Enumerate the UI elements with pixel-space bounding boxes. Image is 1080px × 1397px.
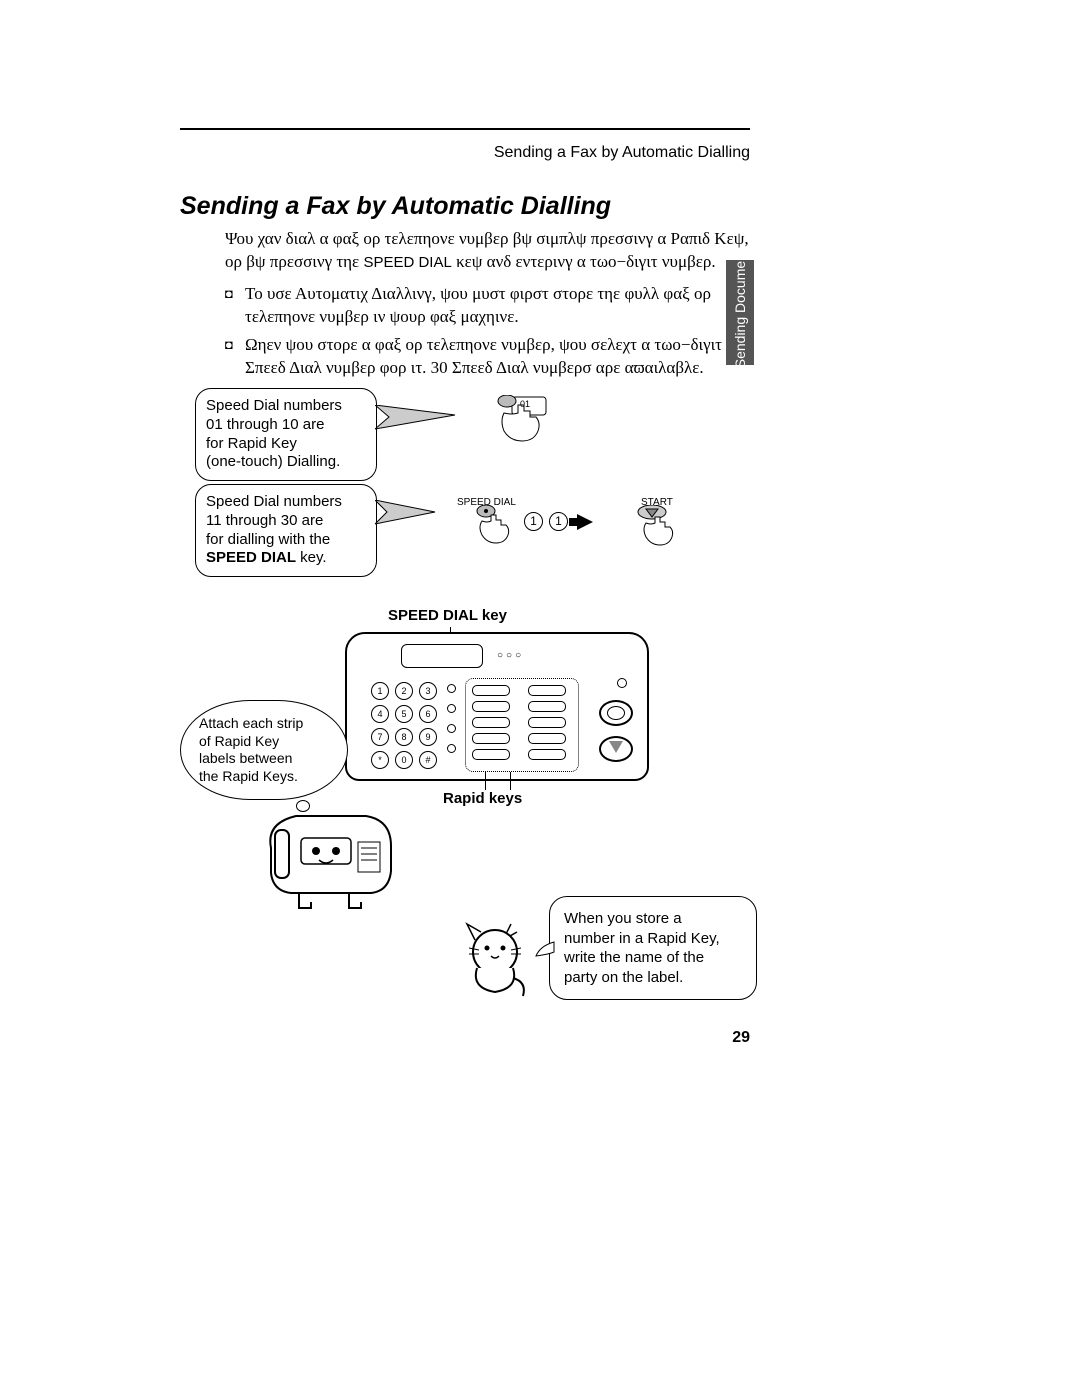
callout2-l1: Speed Dial numbers	[206, 493, 342, 510]
page-number: 29	[732, 1029, 750, 1047]
intro-paragraph: Ψου χαν διαλ α φαξ ορ τελεπηονε νυμβερ β…	[225, 228, 755, 274]
key-1[interactable]: 1	[371, 682, 389, 700]
side-dots-icon	[447, 684, 456, 753]
speed-dial-key-label: SPEED DIAL key	[388, 607, 507, 624]
small-round-btn[interactable]	[617, 678, 627, 688]
rapid-key[interactable]	[528, 717, 566, 728]
rapid-key[interactable]	[472, 749, 510, 760]
cat-mascot-icon	[455, 918, 545, 1013]
bullet-marker: ◘	[225, 336, 233, 354]
bullet-marker: ◘	[225, 285, 233, 303]
key-3[interactable]: 3	[419, 682, 437, 700]
callout-rapid-range: Speed Dial numbers 01 through 10 are for…	[195, 388, 377, 481]
key-7[interactable]: 7	[371, 728, 389, 746]
speech-tail-icon	[534, 940, 556, 960]
key-4[interactable]: 4	[371, 705, 389, 723]
fax-lcd-icon	[401, 644, 483, 668]
start-big-btn[interactable]	[599, 736, 633, 762]
intro-bold: SPEED DIAL	[363, 254, 451, 271]
callout3-l3: labels between	[199, 750, 292, 766]
display-01: 01	[520, 399, 530, 409]
rapid-key[interactable]	[528, 733, 566, 744]
callout-attach-strip: Attach each strip of Rapid Key labels be…	[180, 700, 348, 800]
leader-line	[485, 772, 486, 790]
rapid-key[interactable]	[472, 685, 510, 696]
indicator-dots-icon: ○○○	[497, 650, 524, 661]
pointer-icon	[375, 405, 470, 435]
callout-speeddial-range: Speed Dial numbers 11 through 30 are for…	[195, 484, 377, 577]
digit-circle-1b: 1	[549, 512, 568, 531]
key-5[interactable]: 5	[395, 705, 413, 723]
callout1-l4: (one-touch) Dialling.	[206, 453, 340, 470]
callout3-l1: Attach each strip	[199, 715, 303, 731]
key-2[interactable]: 2	[395, 682, 413, 700]
key-0[interactable]: 0	[395, 751, 413, 769]
pointer-icon	[375, 500, 445, 530]
key-star[interactable]: *	[371, 751, 389, 769]
bullet-1-text: Το υσε Αυτοματιχ Διαλλινγ, ψου μυστ φιρσ…	[245, 283, 755, 329]
callout4-l2: number in a Rapid Key,	[564, 930, 720, 947]
callout4-l1: When you store a	[564, 910, 682, 927]
header-rule	[180, 128, 750, 130]
callout3-l4: the Rapid Keys.	[199, 768, 298, 784]
callout4-l3: write the name of the	[564, 949, 704, 966]
callout1-l2: 01 through 10 are	[206, 416, 324, 433]
rapid-key[interactable]	[472, 733, 510, 744]
key-6[interactable]: 6	[419, 705, 437, 723]
keypad: 1 2 3 4 5 6 7 8 9 * 0 #	[371, 682, 437, 774]
key-9[interactable]: 9	[419, 728, 437, 746]
arrow-right-icon	[577, 513, 593, 531]
callout4-l4: party on the label.	[564, 969, 683, 986]
callout2-l3: for dialling with the	[206, 531, 330, 548]
running-head: Sending a Fax by Automatic Dialling	[180, 144, 750, 162]
rapid-keys-area	[465, 678, 579, 772]
rapid-key[interactable]	[472, 701, 510, 712]
rapid-key[interactable]	[528, 701, 566, 712]
key-hash[interactable]: #	[419, 751, 437, 769]
callout2-l2: 11 through 30 are	[206, 512, 323, 529]
rapid-keys-label: Rapid keys	[443, 790, 522, 807]
callout1-l1: Speed Dial numbers	[206, 397, 342, 414]
callout-write-name: When you store a number in a Rapid Key, …	[549, 896, 757, 1000]
hand-press-start-icon	[630, 505, 680, 550]
callout3-l2: of Rapid Key	[199, 733, 279, 749]
callout2-l4a: SPEED DIAL	[206, 549, 296, 566]
page-title: Sending a Fax by Automatic Dialling	[180, 192, 611, 221]
fax-machine-top-icon: ○○○ 1 2 3 4 5 6 7 8 9 * 0 #	[345, 632, 649, 781]
digit-circle-1a: 1	[524, 512, 543, 531]
hand-press-speeddial-icon	[470, 505, 510, 550]
big-round-btn[interactable]	[599, 700, 633, 726]
callout2-l4b: key.	[296, 549, 327, 566]
page: Sending a Fax by Automatic Dialling Send…	[0, 0, 1080, 1397]
callout1-l3: for Rapid Key	[206, 435, 297, 452]
bullet-2-text: Ωηεν ψου στορε α φαξ ορ τελεπηονε νυμβερ…	[245, 334, 755, 380]
leader-line	[510, 772, 511, 790]
bullet-1: ◘ Το υσε Αυτοματιχ Διαλλινγ, ψου μυστ φι…	[225, 283, 755, 329]
bullet-2: ◘ Ωηεν ψου στορε α φαξ ορ τελεπηονε νυμβ…	[225, 334, 755, 380]
fax-mascot-icon	[261, 808, 401, 923]
rapid-key[interactable]	[528, 749, 566, 760]
key-8[interactable]: 8	[395, 728, 413, 746]
intro-text-b: κεψ ανδ εντερινγ α τωο−διγιτ νυμβερ.	[452, 252, 716, 271]
rapid-key[interactable]	[472, 717, 510, 728]
rapid-key[interactable]	[528, 685, 566, 696]
